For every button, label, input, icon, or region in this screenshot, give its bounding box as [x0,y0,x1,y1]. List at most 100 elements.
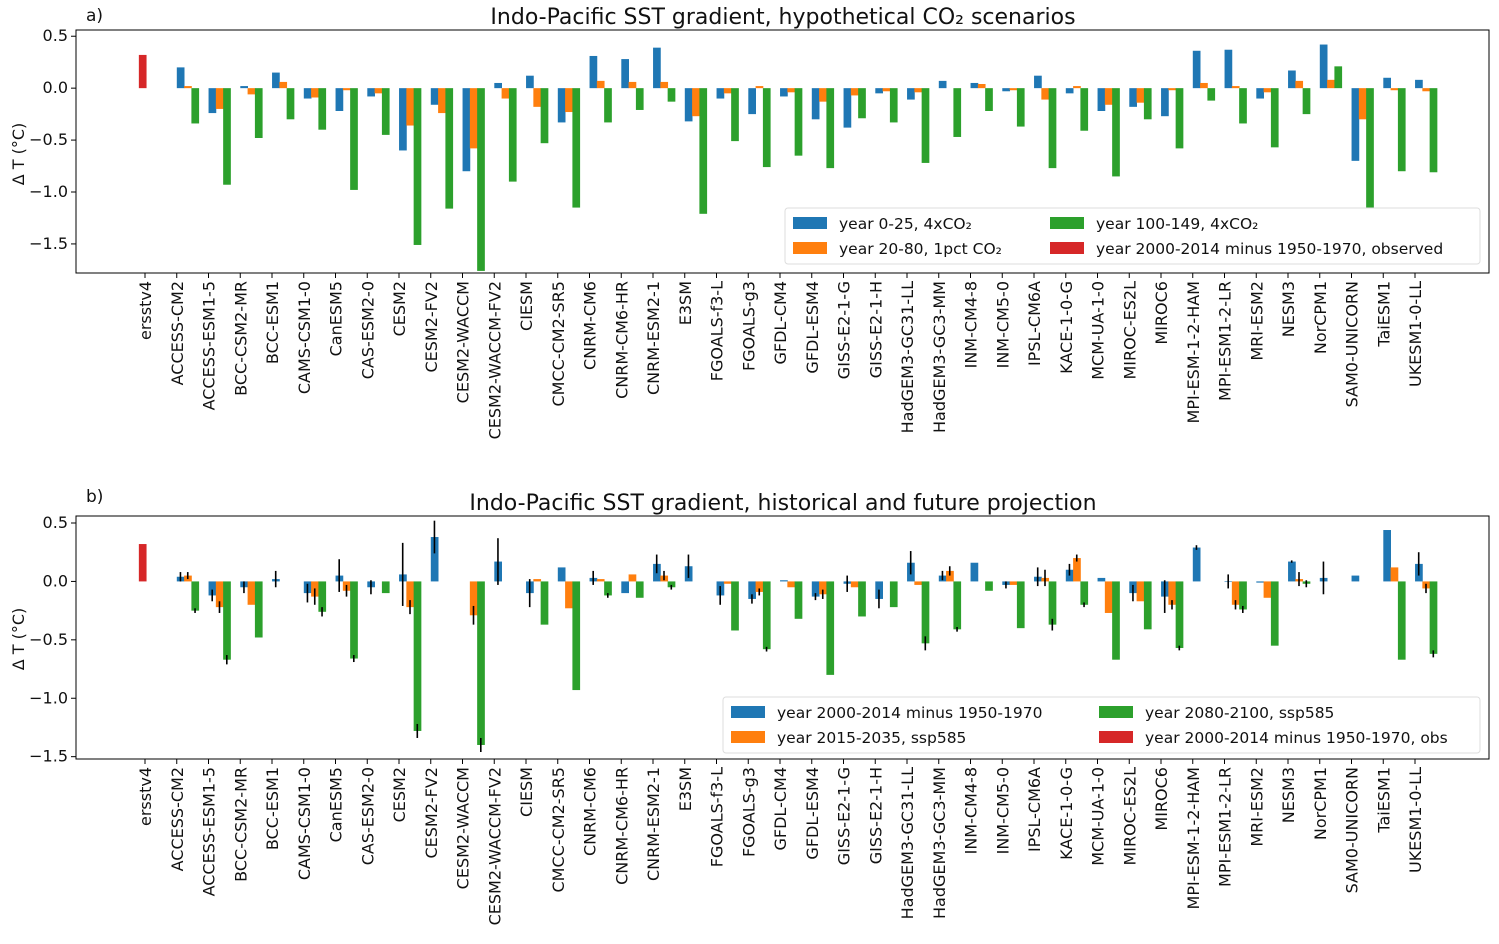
bar-mpi-esm-1-2-ham-s1 [1200,82,1208,89]
bar-mpi-esm1-2-lr-s1 [1231,581,1240,605]
bar-fgoals-g3-s0 [748,581,756,599]
bar-cesm2-s1 [406,581,415,608]
category-label: UKESM1-0-LL [1406,281,1425,387]
bar-hadgem3-gc31-ll-s1 [914,88,923,93]
bar-mpi-esm-1-2-ham-s2 [1207,88,1216,101]
category-label: BCC-CSM2-MR [231,767,250,882]
bar-cams-csm1-0-s2 [318,581,327,612]
bar-access-esm1-5-s0 [208,88,217,114]
category-label: CESM2-WACCM-FV2 [485,281,504,439]
category-label: CanESM5 [327,281,346,356]
bar-cesm2-s0 [399,88,407,151]
bar-mpi-esm1-2-lr-s1 [1231,86,1240,89]
panel-b-ylabel: Δ T (°C) [9,608,28,671]
category-label: GFDL-CM4 [771,281,790,364]
category-label: HadGEM3-GC31-LL [898,281,917,433]
bar-gfdl-cm4-s2 [794,88,803,156]
bar-cesm2-waccm-fv2-s2 [508,88,517,182]
category-label: NESM3 [1279,281,1298,337]
panel-a-label: a) [86,6,103,26]
bar-cnrm-cm6-hr-s2 [635,581,644,598]
category-label: BCC-ESM1 [263,281,282,364]
bar-fgoals-f3-l-s0 [716,88,725,99]
bar-bcc-esm1-s2 [286,88,295,120]
category-label: MIROC6 [1152,767,1171,831]
bar-gfdl-cm4-s1 [787,581,796,588]
bar-ciesm-s2 [540,581,549,625]
bar-inm-cm4-8-s2 [985,88,993,111]
bar-ciesm-s0 [526,75,534,89]
category-label: HadGEM3-GC31-LL [898,767,917,919]
bar-e3sm-s0 [684,88,693,122]
category-label: CNRM-CM6 [581,281,600,370]
legend-label: year 2000-2014 minus 1950-1970, obs [1145,729,1448,747]
bar-kace-1-0-g-s2 [1080,581,1089,605]
category-label: INM-CM5-0 [993,767,1012,854]
bar-canesm5-s2 [350,581,358,659]
bar-giss-e2-1-g-s1 [850,581,859,588]
ytick-label: −1.0 [29,182,68,201]
category-label: NorCPM1 [1311,767,1330,840]
panel-a-axes-frame [75,29,1490,274]
bar-cas-esm2-0-s0 [367,88,375,97]
bar-cesm2-fv2-s2 [445,88,454,209]
bar-cams-csm1-0-s1 [311,88,319,98]
bar-mpi-esm-1-2-ham-s0 [1192,50,1201,89]
ytick-label: 0.5 [43,26,68,45]
bar-cesm2-waccm-s1 [469,88,478,149]
bar-mri-esm2-s1 [1263,88,1272,93]
bar-cnrm-cm6-s1 [596,579,605,582]
category-label: IPSL-CM6A [1025,281,1044,366]
bar-kace-1-0-g-s1 [1073,558,1081,582]
category-label: FGOALS-g3 [739,281,758,371]
bar-access-esm1-5-s1 [215,581,224,608]
bar-e3sm-s2 [699,88,708,214]
bar-cas-esm2-0-s2 [381,88,390,135]
category-label: CNRM-CM6-HR [612,281,631,399]
bar-cesm2-s2 [413,88,422,245]
panel-a-plot: 0.5 0.0 −0.5 −1.0 −1.5 ersstv4 ACCESS-CM2 ACCES… [29,26,1481,439]
bar-taiesm1-s1 [1390,567,1399,582]
bar-cesm2-waccm-s0 [462,88,471,172]
ytick-label: −1.5 [29,234,68,253]
panel-a: a) Indo-Pacific SST gradient, hypothetic… [9,5,1490,439]
category-label: FGOALS-g3 [739,767,758,857]
legend-swatch [1099,706,1133,718]
bar-inm-cm5-0-s1 [1009,88,1018,91]
bar-taiesm1-s0 [1383,77,1391,89]
bar-gfdl-esm4-s2 [826,88,835,169]
category-label: TaiESM1 [1374,281,1393,348]
category-label: ersstv4 [136,281,155,340]
category-label: MPI-ESM1-2-LR [1216,281,1235,401]
category-label: MCM-UA-1-0 [1089,281,1108,380]
bar-cmcc-cm2-sr5-s0 [557,567,566,582]
category-label: CESM2-WACCM [454,281,473,403]
bar-inm-cm4-8-s0 [970,82,979,89]
bar-kace-1-0-g-s2 [1080,88,1089,131]
bar-kace-1-0-g-s0 [1065,88,1074,94]
bar-access-esm1-5-s0 [208,581,217,596]
bar-miroc6-s1 [1168,88,1177,91]
bar-mcm-ua-1-0-s1 [1104,88,1113,105]
bar-bcc-esm1-s0 [272,72,280,89]
category-label: CNRM-CM6-HR [612,767,631,885]
category-label: MPI-ESM-1-2-HAM [1184,767,1203,909]
bar-cesm2-waccm-s2 [477,88,485,271]
bar-mcm-ua-1-0-s2 [1112,88,1120,177]
bar-inm-cm5-0-s0 [1002,88,1010,92]
bar-cnrm-esm2-1-s0 [653,47,661,89]
bar-e3sm-s1 [692,88,700,117]
category-label: CESM2 [390,767,409,822]
bar-bcc-csm2-mr-s2 [254,581,263,638]
bar-access-esm1-5-s1 [215,88,224,109]
category-label: MPI-ESM1-2-LR [1216,767,1235,887]
panel-a-title: Indo-Pacific SST gradient, hypothetical … [490,5,1075,30]
bar-ukesm1-0-ll-s2 [1429,581,1438,654]
bar-giss-e2-1-h-s0 [875,88,883,94]
category-label: SAM0-UNICORN [1343,767,1362,893]
bar-taiesm1-s2 [1397,88,1406,172]
category-label: FGOALS-f3-L [708,281,727,381]
bar-fgoals-g3-s1 [755,581,764,592]
bar-fgoals-g3-s2 [762,581,771,650]
bar-bcc-esm1-s1 [279,81,288,89]
